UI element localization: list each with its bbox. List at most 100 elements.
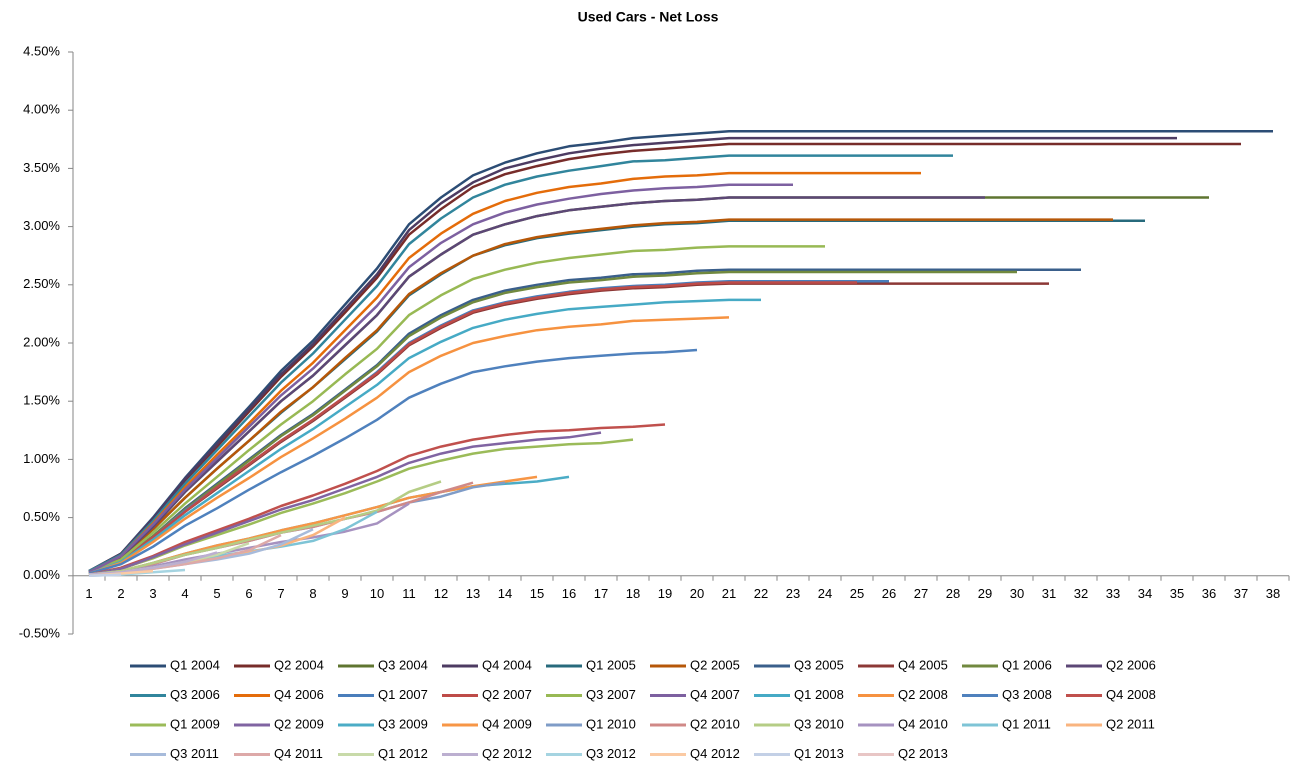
legend-label: Q3 2011 [170,746,219,761]
legend-label: Q1 2009 [170,716,220,731]
series-line [88,573,122,578]
x-tick-label: 11 [402,586,416,601]
legend-label: Q2 2005 [690,657,740,672]
legend-label: Q2 2012 [482,746,532,761]
x-tick-label: 32 [1074,586,1088,601]
x-tick-label: 30 [1010,586,1024,601]
series-line [88,245,825,574]
legend-label: Q1 2007 [378,687,428,702]
series-line [88,196,985,574]
legend-label: Q3 2004 [378,657,428,672]
x-tick-label: 34 [1138,586,1152,601]
y-tick-label: 0.00% [23,567,60,582]
legend-label: Q3 2005 [794,657,844,672]
x-tick-label: 2 [117,586,124,601]
legend-label: Q2 2013 [898,746,948,761]
x-tick-label: 12 [434,586,448,601]
legend-label: Q1 2012 [378,746,428,761]
x-tick-label: 13 [466,586,480,601]
x-tick-label: 4 [181,586,188,601]
y-tick-label: 2.50% [23,276,60,291]
legend-label: Q2 2008 [898,687,948,702]
y-tick-label: 1.50% [23,393,60,408]
x-tick-label: 21 [722,586,736,601]
series-line [88,270,1017,574]
x-tick-label: 1 [85,586,92,601]
legend-label: Q4 2006 [274,687,324,702]
legend-label: Q1 2010 [586,716,636,731]
x-tick-label: 38 [1266,586,1280,601]
series-line [88,154,953,573]
series-line [88,136,1177,573]
x-tick-label: 15 [530,586,544,601]
legend-label: Q3 2010 [794,716,844,731]
x-tick-label: 26 [882,586,896,601]
legend-label: Q2 2006 [1106,657,1156,672]
x-tick-label: 18 [626,586,640,601]
x-tick-label: 17 [594,586,608,601]
series-line [88,183,793,574]
x-tick-label: 31 [1042,586,1056,601]
series-line [88,281,857,574]
x-tick-label: 33 [1106,586,1120,601]
legend-label: Q4 2007 [690,687,740,702]
legend-label: Q4 2009 [482,716,532,731]
x-tick-label: 23 [786,586,800,601]
legend-label: Q3 2006 [170,687,220,702]
legend-label: Q2 2007 [482,687,532,702]
legend-label: Q4 2010 [898,716,948,731]
legend-label: Q3 2012 [586,746,636,761]
x-tick-label: 35 [1170,586,1184,601]
series-line [88,171,921,574]
legend-label: Q1 2008 [794,687,844,702]
y-tick-label: 4.50% [23,43,60,58]
series-line [88,423,666,576]
y-tick-label: 0.50% [23,509,60,524]
legend-label: Q1 2006 [1002,657,1052,672]
x-tick-label: 14 [498,586,512,601]
legend-label: Q3 2007 [586,687,636,702]
x-tick-label: 9 [341,586,348,601]
x-tick-label: 5 [213,586,220,601]
y-tick-label: 1.00% [23,451,60,466]
legend-label: Q3 2008 [1002,687,1052,702]
x-tick-label: 7 [277,586,284,601]
x-tick-label: 24 [818,586,832,601]
x-tick-label: 28 [946,586,960,601]
x-tick-label: 22 [754,586,768,601]
legend-label: Q4 2011 [274,746,323,761]
legend-label: Q4 2004 [482,657,532,672]
x-tick-label: 25 [850,586,864,601]
x-tick-label: 27 [914,586,928,601]
legend-label: Q1 2004 [170,657,220,672]
y-tick-label: 3.00% [23,218,60,233]
series-line [88,218,1113,574]
x-tick-label: 6 [245,586,252,601]
legend-label: Q2 2004 [274,657,324,672]
legend-label: Q2 2011 [1106,716,1155,731]
x-tick-label: 8 [309,586,316,601]
x-tick-label: 29 [978,586,992,601]
series-line [88,129,1273,573]
legend-label: Q2 2009 [274,716,324,731]
series-line [88,298,761,575]
x-tick-label: 19 [658,586,672,601]
series-line [88,480,442,576]
y-tick-label: 3.50% [23,160,60,175]
legend-label: Q3 2009 [378,716,428,731]
x-tick-label: 3 [149,586,156,601]
legend-label: Q4 2005 [898,657,948,672]
x-tick-label: 36 [1202,586,1216,601]
x-tick-label: 16 [562,586,576,601]
y-tick-label: -0.50% [19,625,61,640]
y-tick-label: 2.00% [23,334,60,349]
x-tick-label: 37 [1234,586,1248,601]
legend-label: Q1 2013 [794,746,844,761]
legend-label: Q4 2008 [1106,687,1156,702]
series-line [88,316,730,575]
x-tick-label: 20 [690,586,704,601]
legend-label: Q1 2011 [1002,716,1051,731]
series-line [88,348,698,575]
legend-label: Q4 2012 [690,746,740,761]
